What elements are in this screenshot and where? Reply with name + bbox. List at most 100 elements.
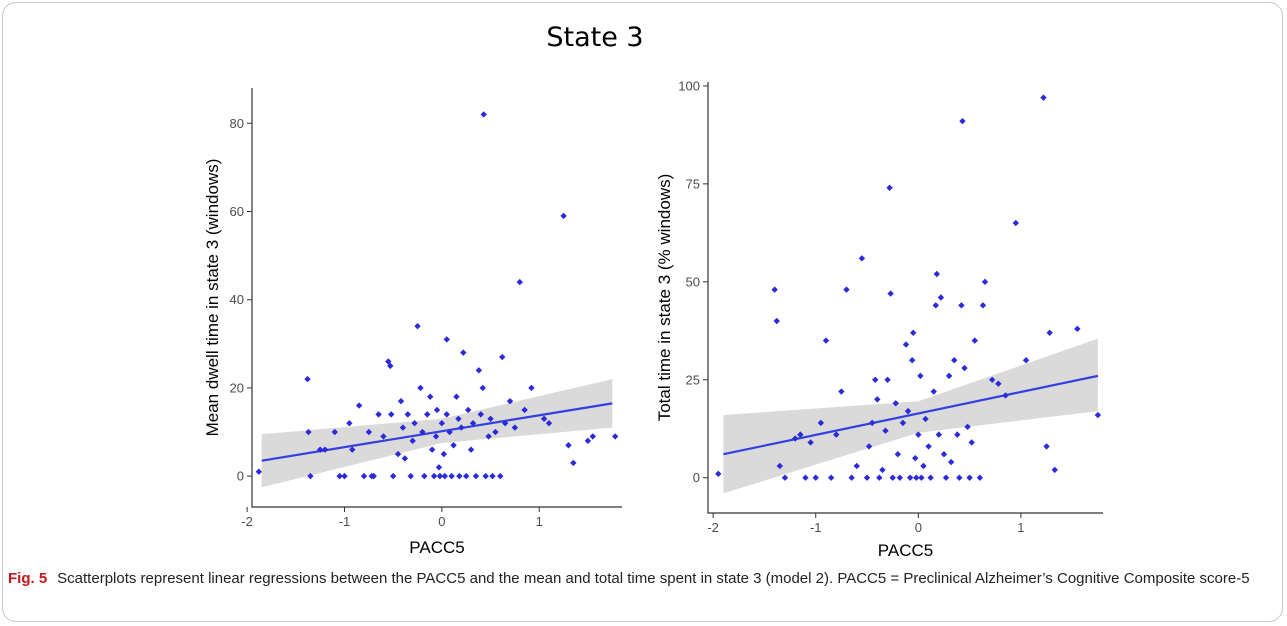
right-data-point bbox=[971, 337, 978, 344]
left-data-point bbox=[331, 428, 338, 436]
left-data-point bbox=[511, 424, 519, 431]
right-data-point bbox=[802, 474, 809, 481]
right-regression-line bbox=[723, 374, 1099, 456]
right-data-point bbox=[958, 302, 965, 309]
left-data-point bbox=[475, 367, 483, 374]
left-data-point bbox=[370, 472, 377, 480]
left-data-point bbox=[404, 411, 411, 418]
left-data-point bbox=[528, 384, 535, 392]
right-data-point bbox=[906, 474, 914, 481]
left-data-point bbox=[589, 433, 596, 440]
left-x-axis-label: PACC5 bbox=[409, 538, 464, 557]
right-data-point bbox=[988, 376, 996, 383]
right-data-point bbox=[889, 474, 896, 481]
caption-label: Fig. 5 bbox=[8, 570, 48, 587]
right-y-tick-label: 50 bbox=[686, 274, 700, 289]
right-data-point bbox=[961, 364, 968, 372]
left-x-tick-label: 1 bbox=[536, 514, 543, 529]
left-data-point bbox=[411, 420, 418, 427]
right-y-tick-label: 100 bbox=[678, 78, 700, 93]
left-x-tick-label: 0 bbox=[438, 514, 445, 529]
right-data-point bbox=[1094, 411, 1102, 419]
right-data-point bbox=[863, 474, 871, 481]
left-data-point bbox=[482, 472, 489, 480]
left-data-point bbox=[304, 375, 311, 383]
left-data-point bbox=[467, 446, 475, 453]
right-y-tick-label: 75 bbox=[686, 176, 700, 191]
left-data-point bbox=[443, 411, 450, 418]
right-data-point bbox=[848, 474, 855, 481]
left-data-point bbox=[380, 433, 387, 440]
left-data-point bbox=[469, 420, 477, 427]
left-data-point bbox=[560, 212, 567, 220]
scatterplot-total-time: 0 25 50 75 100 -2 -1 0 1 PACC5 Total time in state… bbox=[655, 78, 1103, 560]
right-data-point bbox=[715, 470, 722, 478]
right-data-point bbox=[776, 462, 784, 470]
left-data-point bbox=[397, 397, 405, 405]
left-data-point bbox=[521, 406, 528, 414]
right-data-point bbox=[913, 474, 920, 481]
right-y-axis-label: Total time in state 3 (% windows) bbox=[655, 174, 674, 422]
left-data-point bbox=[584, 437, 592, 445]
right-data-point bbox=[915, 431, 922, 438]
right-data-point bbox=[879, 466, 886, 474]
left-data-point bbox=[424, 411, 431, 418]
left-y-axis-label: Mean dwell time in state 3 (windows) bbox=[203, 159, 222, 437]
right-data-point bbox=[956, 474, 963, 481]
left-data-point bbox=[463, 472, 470, 480]
right-x-tick-label: 0 bbox=[915, 520, 922, 535]
right-data-point bbox=[892, 400, 899, 407]
left-data-point bbox=[421, 472, 428, 480]
right-data-point bbox=[817, 419, 825, 427]
right-data-point bbox=[922, 415, 929, 423]
right-data-point bbox=[933, 270, 940, 278]
left-data-point bbox=[349, 446, 356, 453]
left-data-point bbox=[480, 111, 487, 118]
left-data-point bbox=[540, 415, 548, 422]
left-data-point bbox=[426, 393, 434, 400]
right-data-point bbox=[954, 431, 961, 438]
right-data-point bbox=[995, 380, 1002, 387]
right-data-point bbox=[812, 474, 819, 481]
left-data-point bbox=[440, 450, 448, 458]
caption-text: Scatterplots represent linear regression… bbox=[57, 570, 1250, 587]
left-data-point bbox=[485, 433, 492, 440]
right-data-point bbox=[896, 474, 904, 481]
left-y-tick-label: 0 bbox=[237, 469, 244, 484]
right-data-point bbox=[822, 337, 830, 344]
right-data-point bbox=[932, 302, 939, 309]
right-data-point bbox=[1051, 466, 1058, 474]
right-data-point bbox=[899, 419, 907, 427]
scatterplot-mean-dwell-time: 0 20 40 60 80 -2 -1 0 1 PACC5 Mean dwell time in s… bbox=[203, 88, 622, 557]
right-data-point bbox=[781, 474, 789, 481]
right-data-point bbox=[966, 474, 973, 481]
right-data-point bbox=[920, 462, 927, 470]
left-data-point bbox=[570, 459, 577, 467]
left-data-point bbox=[401, 455, 409, 462]
right-data-point bbox=[773, 317, 780, 325]
right-data-point bbox=[843, 286, 850, 293]
left-data-point bbox=[433, 406, 441, 414]
left-data-point bbox=[336, 472, 343, 480]
right-y-tick-label: 25 bbox=[686, 372, 700, 387]
left-data-point bbox=[435, 464, 443, 471]
right-data-point bbox=[979, 302, 987, 309]
right-data-point bbox=[868, 419, 876, 427]
left-data-point bbox=[450, 442, 457, 449]
left-data-point bbox=[432, 433, 440, 440]
right-data-point bbox=[1002, 392, 1009, 399]
left-data-point bbox=[307, 472, 314, 480]
right-data-point bbox=[886, 184, 893, 191]
right-axes bbox=[707, 82, 1103, 514]
right-data-point bbox=[930, 388, 937, 395]
right-data-point bbox=[908, 356, 916, 364]
left-data-point bbox=[516, 278, 523, 286]
right-data-point bbox=[945, 372, 953, 380]
right-data-point bbox=[1012, 219, 1019, 227]
right-data-point bbox=[917, 372, 924, 380]
left-data-point bbox=[430, 472, 438, 480]
left-data-point bbox=[446, 428, 453, 436]
left-y-tick-label: 60 bbox=[230, 204, 244, 219]
right-data-point bbox=[827, 474, 835, 481]
right-data-point bbox=[968, 439, 975, 446]
